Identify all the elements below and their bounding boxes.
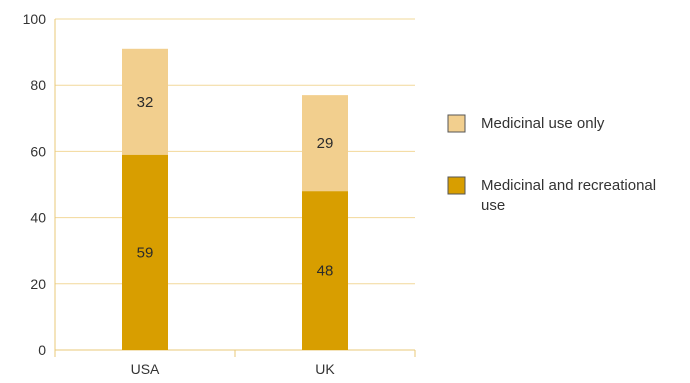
y-tick-label: 40: [30, 210, 46, 226]
legend: Medicinal use only Medicinal and recreati…: [447, 114, 656, 214]
data-label: 32: [137, 94, 154, 111]
y-tick-label: 60: [30, 143, 46, 159]
y-tick-label: 80: [30, 77, 46, 93]
legend-label: use: [481, 197, 505, 214]
y-tick-label: 0: [38, 342, 46, 358]
bars: [122, 48, 348, 350]
gridlines: [55, 18, 415, 285]
legend-swatch: [447, 114, 466, 133]
x-tick-label: USA: [131, 361, 160, 377]
x-tick-label: UK: [315, 361, 335, 377]
legend-label: Medicinal and recreational: [481, 177, 656, 194]
legend-item: Medicinal and recreational use: [447, 176, 656, 214]
bar-uk-series-0: [302, 191, 348, 350]
data-label: 29: [317, 135, 334, 152]
data-label: 48: [317, 263, 334, 280]
legend-item: Medicinal use only: [447, 114, 605, 133]
data-label: 59: [137, 244, 154, 261]
bar-usa-series-1: [122, 48, 168, 155]
axes: 0 20 40 60 80 100 USA UK: [23, 11, 416, 377]
y-tick-label: 100: [23, 11, 47, 27]
y-tick-label: 20: [30, 276, 46, 292]
bar-uk-series-1: [302, 95, 348, 192]
data-labels: 59 32 48 29: [137, 94, 334, 280]
legend-swatch: [447, 176, 466, 195]
bar-usa-series-0: [122, 154, 168, 350]
legend-label: Medicinal use only: [481, 115, 605, 132]
